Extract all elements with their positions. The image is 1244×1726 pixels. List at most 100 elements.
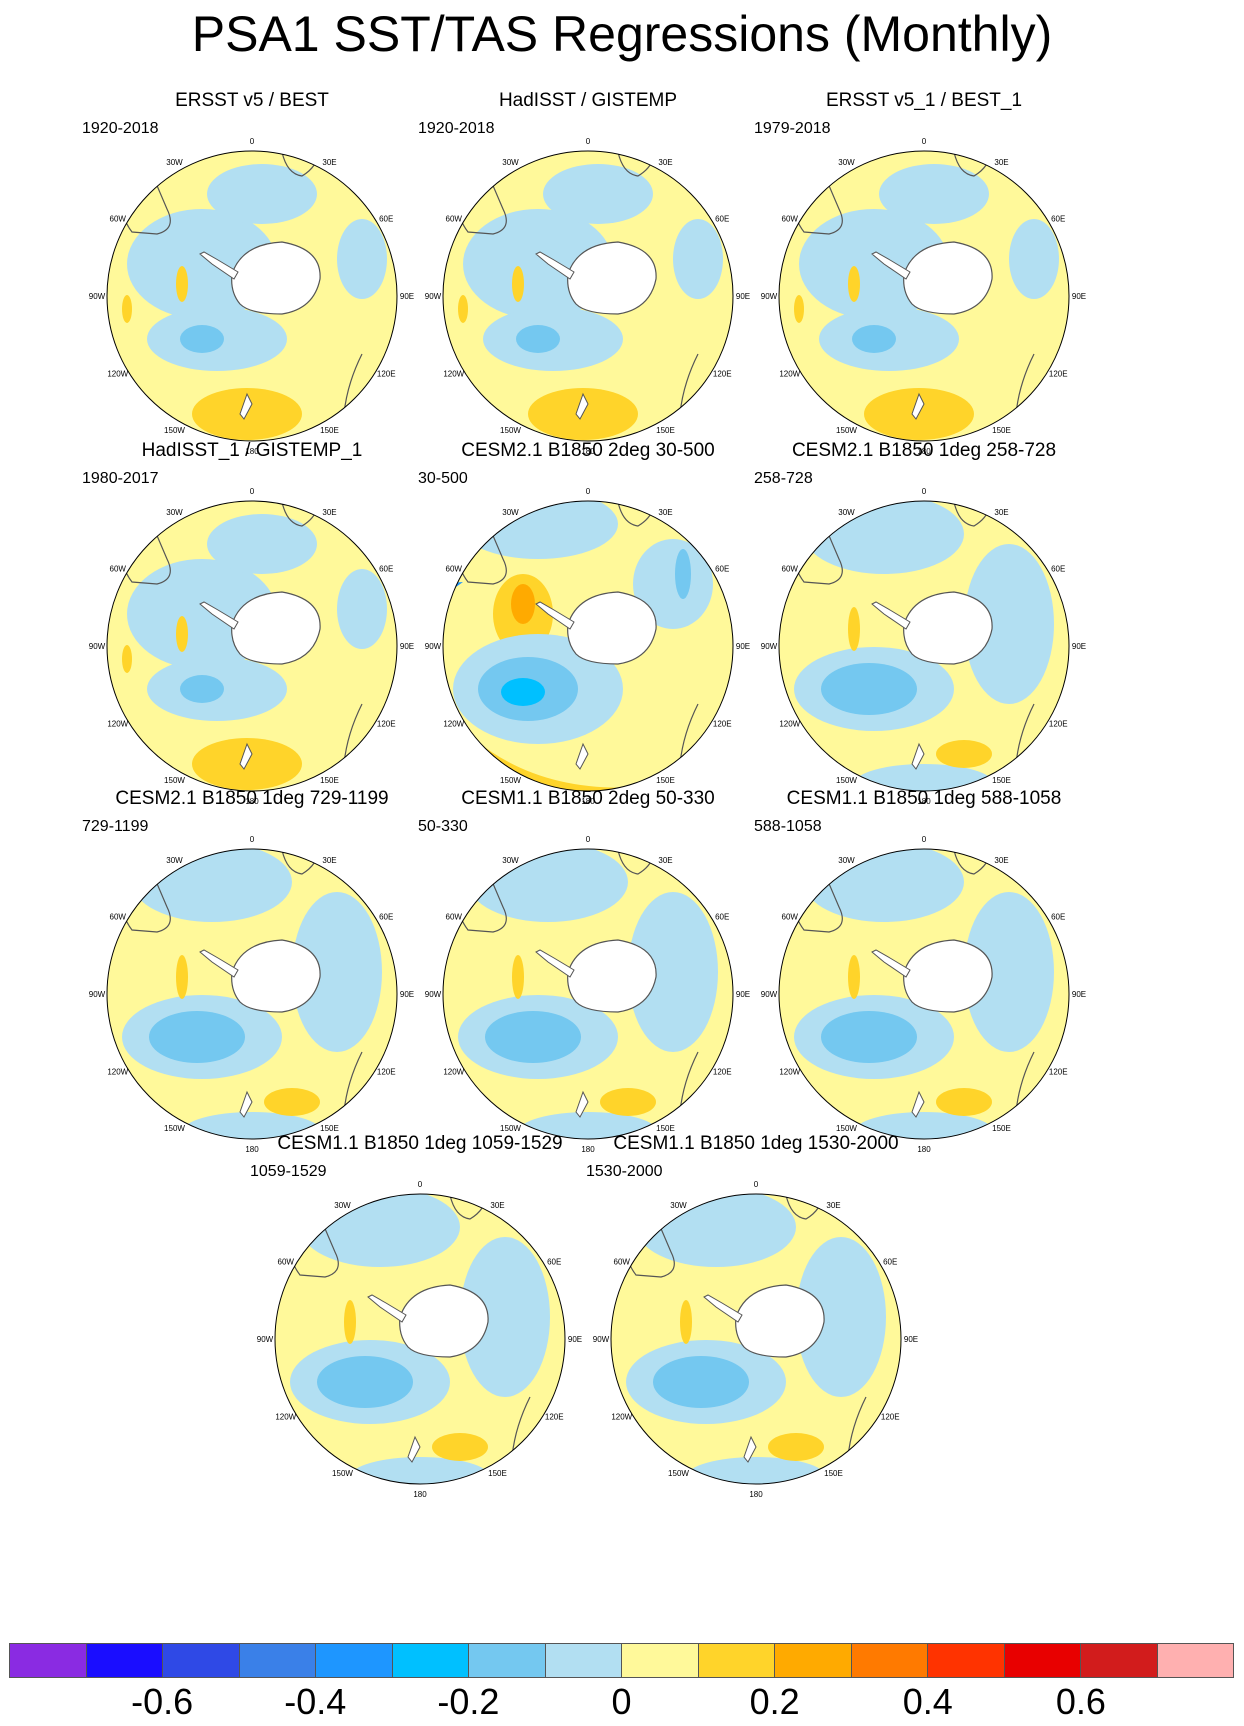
anomaly-region [176,616,188,652]
longitude-label: 150W [500,776,521,785]
panel-period: 1059-1529 [250,1163,327,1180]
longitude-label: 180 [917,1145,931,1154]
panel-title: CESM1.1 B1850 2deg 50-330 [461,788,715,809]
panel-period: 1920-2018 [418,120,495,137]
longitude-label: 30W [502,508,519,517]
anomaly-region [501,678,545,706]
anomaly-region [854,1112,994,1139]
antarctica-landmass [903,591,993,665]
polar-map-svg: 0 30E 60E 90E 120E 150E 180 150W 120W 90W 60W 30W [89,137,414,456]
longitude-label: 150E [992,776,1011,785]
colorbar-tick-label: -0.6 [131,1681,194,1722]
longitude-label: 90W [761,990,778,999]
longitude-label: 60E [883,1258,897,1267]
map-panel: ERSST v5 / BEST 1920-2018 0 30E 60E 90E 120E 15… [82,90,422,460]
polar-map-svg: 0 30E 60E 90E 120E 150E 180 150W 120W 90W 60W 30W [89,487,414,806]
anomaly-region [879,164,989,224]
anomaly-region [264,1088,320,1116]
antarctica-landmass [231,939,321,1013]
longitude-label: 90E [736,642,750,651]
longitude-label: 120W [443,1068,464,1077]
longitude-label: 30W [166,508,183,517]
longitude-label: 90W [593,1335,610,1344]
anomaly-region [848,266,860,302]
panel-title: ERSST v5_1 / BEST_1 [825,90,1023,111]
longitude-label: 30W [670,1201,687,1210]
polar-map: 0 30E 60E 90E 120E 150E 180 150W 120W 90W 60W 30W [754,812,1094,1157]
longitude-label: 0 [250,835,255,844]
longitude-label: 180 [917,797,931,806]
longitude-label: 90W [257,1335,274,1344]
antarctic-peninsula [703,1294,743,1323]
longitude-label: 30W [502,856,519,865]
map-panel: CESM1.1 B1850 1deg 1059-1529 1059-1529 0 30… [250,1133,590,1503]
antarctica-landmass [231,591,321,665]
new-zealand-landmass [743,1435,757,1463]
anomaly-region [512,955,524,999]
colorbar-box [85,1644,162,1677]
longitude-label: 120W [275,1413,296,1422]
longitude-label: 150E [656,426,675,435]
anomaly-region [337,219,387,299]
figure-title: PSA1 SST/TAS Regressions (Monthly) [191,6,1053,62]
colorbar-tick-label: 0.4 [902,1681,953,1722]
colorbar [9,1643,1234,1678]
panel-title: CESM1.1 B1850 1deg 588-1058 [786,788,1062,809]
polar-map: 0 30E 60E 90E 120E 150E 180 150W 120W 90W 60W 30W [754,464,1094,809]
anomaly-region [149,1011,245,1063]
map-boundary [610,1193,902,1485]
new-zealand-landmass [911,392,925,420]
longitude-label: 150E [320,1124,339,1133]
anomaly-region [350,1457,490,1484]
antarctic-peninsula [535,949,575,978]
anomaly-region [468,849,628,922]
new-zealand-landmass [911,742,925,770]
longitude-label: 30W [166,158,183,167]
colorbar-tick-label: -0.2 [437,1681,500,1722]
anomaly-region [317,1356,413,1408]
anomaly-region [964,892,1054,1052]
longitude-label: 60E [547,1258,561,1267]
longitude-label: 0 [418,1180,423,1189]
panel-title: CESM1.1 B1850 1deg 1059-1529 [277,1133,563,1154]
anomaly-region [182,1112,322,1139]
anomaly-region [804,501,964,574]
polar-map-svg: 0 30E 60E 90E 120E 150E 180 150W 120W 90W 60W 30W [761,487,1086,806]
new-zealand-landmass [239,1090,253,1118]
colorbar-box [1080,1644,1157,1677]
panel-title: CESM1.1 B1850 1deg 1530-2000 [613,1133,899,1154]
polar-map-svg: 0 30E 60E 90E 120E 150E 180 150W 120W 90W 60W 30W [257,1180,582,1499]
panel-title: CESM2.1 B1850 2deg 30-500 [461,440,715,461]
colorbar-box [544,1644,621,1677]
longitude-label: 90E [400,642,414,651]
longitude-label: 90W [761,292,778,301]
longitude-label: 150E [992,426,1011,435]
longitude-label: 120W [107,370,128,379]
longitude-label: 90W [89,642,106,651]
longitude-label: 150W [500,1124,521,1133]
longitude-label: 90E [1072,990,1086,999]
anomaly-region [686,1457,826,1484]
longitude-label: 60W [782,913,799,922]
colorbar-box [850,1644,927,1677]
longitude-label: 180 [245,797,259,806]
anomaly-region [636,1194,796,1267]
longitude-label: 30E [658,856,672,865]
antarctica-landmass [735,1284,825,1358]
longitude-label: 150E [656,776,675,785]
anomaly-region [768,1433,824,1461]
longitude-label: 90W [89,990,106,999]
longitude-label: 120E [713,370,732,379]
longitude-label: 150E [320,776,339,785]
longitude-label: 90E [400,990,414,999]
panel-period: 50-330 [418,818,468,835]
map-boundary [106,848,398,1140]
map-panel: CESM2.1 B1850 1deg 729-1199 729-1199 0 30E 6… [82,788,422,1158]
longitude-label: 120E [377,370,396,379]
longitude-label: 60W [446,565,463,574]
longitude-label: 60E [379,565,393,574]
map-boundary [274,1193,566,1485]
longitude-label: 0 [250,487,255,496]
longitude-label: 30E [994,508,1008,517]
antarctica-landmass [903,939,993,1013]
